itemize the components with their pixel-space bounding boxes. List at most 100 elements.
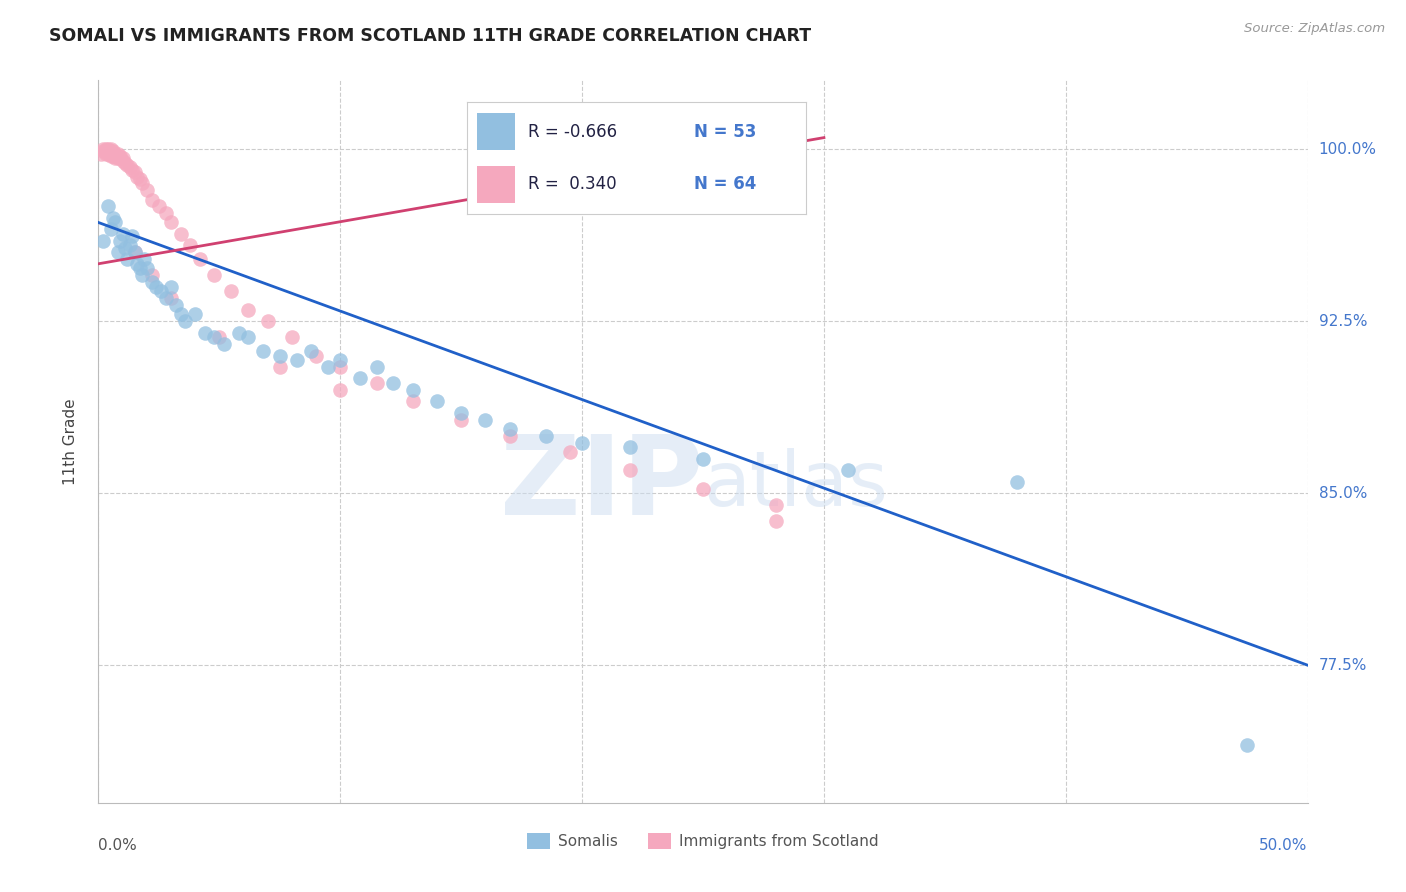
Point: [101, 149, 124, 163]
Point: [107, 149, 129, 163]
Point: [104, 149, 127, 163]
Point: [114, 241, 136, 255]
Point: [169, 307, 191, 321]
Point: [184, 307, 207, 321]
Point: [204, 330, 226, 344]
Point: [97, 199, 120, 213]
Point: [100, 146, 122, 161]
Point: [145, 279, 167, 293]
Point: [269, 359, 291, 374]
Point: [101, 145, 124, 159]
Point: [111, 153, 134, 168]
Point: [90, 146, 112, 161]
Point: [108, 151, 131, 165]
Point: [100, 142, 122, 156]
Point: [107, 151, 129, 165]
Point: [101, 146, 124, 161]
Point: [118, 161, 141, 175]
Point: [329, 359, 352, 374]
Point: [100, 145, 122, 159]
Point: [104, 215, 127, 229]
Point: [498, 422, 520, 436]
Point: [474, 413, 496, 427]
Point: [160, 279, 183, 293]
Point: [558, 445, 581, 459]
Point: [402, 383, 425, 397]
Point: [160, 291, 183, 305]
Point: [402, 394, 425, 409]
Point: [299, 343, 322, 358]
Point: [238, 302, 260, 317]
Point: [107, 245, 129, 260]
Point: [619, 463, 641, 477]
Text: 100.0%: 100.0%: [1319, 142, 1376, 157]
Text: 92.5%: 92.5%: [1319, 314, 1367, 328]
Point: [692, 451, 714, 466]
Point: [94, 145, 117, 159]
Point: [174, 314, 197, 328]
Point: [212, 337, 235, 351]
Point: [141, 268, 163, 283]
Point: [450, 413, 472, 427]
Point: [837, 463, 859, 477]
Point: [108, 149, 131, 163]
Point: [329, 353, 352, 368]
Point: [100, 149, 122, 163]
Point: [366, 359, 388, 374]
Point: [121, 162, 143, 177]
Point: [252, 343, 274, 358]
Point: [134, 252, 156, 267]
Point: [148, 199, 170, 213]
Point: [285, 353, 308, 368]
Point: [111, 227, 134, 241]
Point: [1007, 475, 1029, 489]
Point: [450, 406, 472, 420]
Point: [228, 326, 250, 340]
Point: [94, 146, 117, 161]
Text: Source: ZipAtlas.com: Source: ZipAtlas.com: [1244, 22, 1385, 36]
Point: [108, 234, 131, 248]
Point: [117, 252, 139, 267]
Point: [169, 227, 191, 241]
Point: [329, 383, 352, 397]
Point: [269, 349, 291, 363]
Point: [124, 165, 146, 179]
Point: [349, 371, 371, 385]
Point: [534, 429, 557, 443]
Point: [131, 268, 153, 283]
Point: [194, 326, 217, 340]
Point: [107, 146, 129, 161]
Point: [97, 142, 120, 156]
Point: [316, 359, 339, 374]
Point: [127, 169, 149, 184]
Point: [188, 252, 211, 267]
Point: [117, 158, 139, 172]
Point: [165, 298, 187, 312]
Text: 77.5%: 77.5%: [1319, 657, 1367, 673]
Text: 0.0%: 0.0%: [98, 838, 138, 853]
Point: [114, 156, 136, 170]
Point: [91, 234, 114, 248]
Point: [91, 145, 114, 159]
Point: [135, 261, 157, 276]
Point: [426, 394, 449, 409]
Y-axis label: 11th Grade: 11th Grade: [63, 398, 77, 485]
Point: [104, 146, 127, 161]
Point: [135, 183, 157, 197]
Text: ZIP: ZIP: [499, 432, 703, 539]
Text: SOMALI VS IMMIGRANTS FROM SCOTLAND 11TH GRADE CORRELATION CHART: SOMALI VS IMMIGRANTS FROM SCOTLAND 11TH …: [49, 27, 811, 45]
Point: [104, 151, 127, 165]
Point: [221, 285, 243, 299]
Point: [305, 349, 328, 363]
Point: [208, 330, 231, 344]
Point: [498, 429, 520, 443]
Point: [91, 142, 114, 156]
Point: [619, 440, 641, 454]
Point: [141, 193, 163, 207]
Point: [256, 314, 278, 328]
Point: [150, 285, 173, 299]
Point: [155, 291, 177, 305]
Point: [281, 330, 304, 344]
Point: [121, 229, 143, 244]
Text: 85.0%: 85.0%: [1319, 485, 1367, 500]
